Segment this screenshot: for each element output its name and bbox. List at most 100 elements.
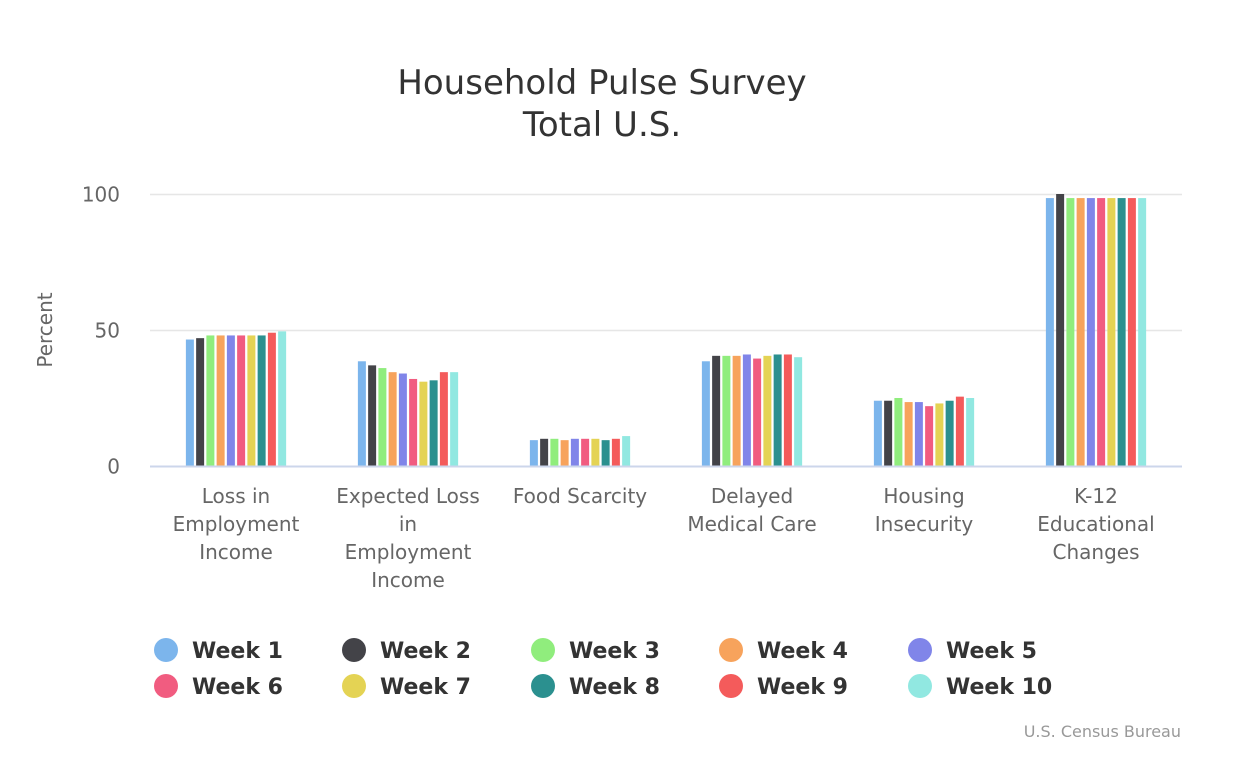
- bar[interactable]: [601, 440, 610, 466]
- bar[interactable]: [742, 354, 751, 466]
- bar[interactable]: [753, 358, 762, 466]
- bar[interactable]: [884, 400, 893, 466]
- bar[interactable]: [773, 354, 782, 466]
- legend-item[interactable]: Week 8: [531, 674, 660, 700]
- legend-item[interactable]: Week 5: [908, 638, 1037, 664]
- bar[interactable]: [904, 402, 913, 466]
- legend-symbol: [531, 638, 555, 662]
- legend-symbol: [908, 638, 932, 662]
- bar[interactable]: [1086, 198, 1095, 466]
- bar[interactable]: [966, 398, 975, 466]
- bar-group: [357, 361, 459, 466]
- legend-symbol: [154, 638, 178, 662]
- bar[interactable]: [925, 406, 934, 466]
- x-tick-label: Expected Loss in Employment Income: [336, 484, 480, 592]
- bar[interactable]: [1117, 198, 1126, 466]
- bar[interactable]: [722, 355, 731, 466]
- legend-label: Week 5: [946, 639, 1037, 664]
- bar[interactable]: [1107, 198, 1116, 466]
- bar[interactable]: [1127, 198, 1136, 466]
- x-axis: Loss in Employment Income Expected Loss in Em…: [150, 465, 1182, 592]
- bar[interactable]: [267, 332, 276, 466]
- legend-label: Week 2: [380, 639, 471, 664]
- legend[interactable]: Week 1 Week 2 Week 3 Week 4 Week 5 Week 6 Week…: [154, 638, 1052, 700]
- legend-label: Week 1: [192, 639, 283, 664]
- bar[interactable]: [611, 438, 620, 466]
- legend-symbol: [531, 674, 555, 698]
- bar[interactable]: [388, 372, 397, 466]
- bar[interactable]: [378, 368, 387, 466]
- bar[interactable]: [894, 398, 903, 466]
- bar[interactable]: [873, 400, 882, 466]
- bar[interactable]: [368, 365, 377, 466]
- bar[interactable]: [591, 438, 600, 466]
- bar[interactable]: [732, 355, 741, 466]
- legend-symbol: [908, 674, 932, 698]
- bar[interactable]: [581, 438, 590, 466]
- bar[interactable]: [935, 403, 944, 466]
- bar[interactable]: [783, 354, 792, 466]
- legend-item[interactable]: Week 10: [908, 674, 1052, 700]
- legend-item[interactable]: Week 1: [154, 638, 283, 664]
- bar-group: [701, 354, 803, 466]
- bar[interactable]: [419, 381, 428, 466]
- x-tick-label: Food Scarcity: [513, 484, 647, 508]
- legend-label: Week 9: [757, 675, 848, 700]
- bar[interactable]: [540, 438, 549, 466]
- bar[interactable]: [622, 436, 631, 466]
- bar[interactable]: [439, 372, 448, 466]
- bar[interactable]: [701, 361, 710, 466]
- y-axis-ticks: 0 50 100: [82, 183, 120, 479]
- legend-item[interactable]: Week 2: [342, 638, 471, 664]
- legend-item[interactable]: Week 3: [531, 638, 660, 664]
- legend-item[interactable]: Week 6: [154, 674, 283, 700]
- bar-groups: [185, 194, 1147, 466]
- bar[interactable]: [763, 355, 772, 466]
- bar[interactable]: [206, 335, 215, 466]
- bar[interactable]: [794, 357, 803, 466]
- legend-item[interactable]: Week 7: [342, 674, 471, 700]
- bar[interactable]: [945, 400, 954, 466]
- bar[interactable]: [1045, 198, 1054, 466]
- bar-group: [1045, 194, 1147, 466]
- bar[interactable]: [185, 339, 194, 466]
- bar[interactable]: [1076, 198, 1085, 466]
- bar-group: [529, 436, 631, 466]
- x-tick-label: Delayed Medical Care: [687, 484, 816, 536]
- bar[interactable]: [914, 402, 923, 466]
- legend-item[interactable]: Week 9: [719, 674, 848, 700]
- bar[interactable]: [570, 438, 579, 466]
- bar[interactable]: [226, 335, 235, 466]
- bar[interactable]: [237, 335, 246, 466]
- legend-symbol: [342, 674, 366, 698]
- bar[interactable]: [196, 338, 205, 466]
- bar[interactable]: [550, 438, 559, 466]
- bar[interactable]: [357, 361, 366, 466]
- bar[interactable]: [278, 331, 287, 466]
- bar[interactable]: [450, 372, 459, 466]
- bar[interactable]: [1097, 198, 1106, 466]
- bar[interactable]: [712, 355, 721, 466]
- bar[interactable]: [257, 335, 266, 466]
- bar[interactable]: [1056, 194, 1065, 466]
- legend-label: Week 6: [192, 675, 283, 700]
- bar[interactable]: [560, 440, 569, 466]
- legend-label: Week 4: [757, 639, 848, 664]
- legend-symbol: [719, 638, 743, 662]
- y-tick-label: 100: [82, 183, 120, 207]
- legend-symbol: [342, 638, 366, 662]
- credits-text[interactable]: U.S. Census Bureau: [1024, 722, 1181, 741]
- bar[interactable]: [429, 380, 438, 466]
- bar[interactable]: [409, 378, 418, 466]
- bar[interactable]: [247, 335, 256, 466]
- bar[interactable]: [398, 373, 407, 466]
- legend-label: Week 10: [946, 675, 1052, 700]
- bar[interactable]: [216, 335, 225, 466]
- y-tick-label: 50: [95, 319, 120, 343]
- chart-title-line-2: Total U.S.: [522, 105, 681, 145]
- legend-item[interactable]: Week 4: [719, 638, 848, 664]
- bar[interactable]: [1066, 198, 1075, 466]
- bar[interactable]: [529, 440, 538, 466]
- bar[interactable]: [955, 396, 964, 466]
- bar[interactable]: [1138, 198, 1147, 466]
